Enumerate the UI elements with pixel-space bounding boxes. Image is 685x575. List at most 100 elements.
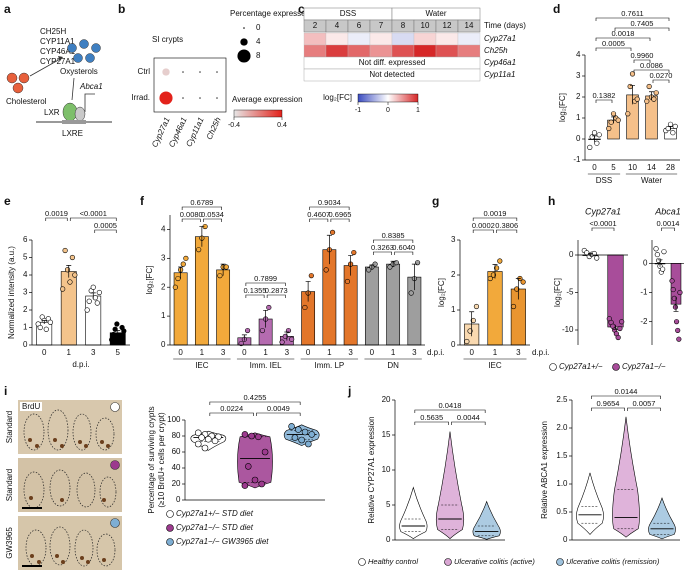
x-tick-label: 1 <box>200 348 205 357</box>
legend-label: Cyp27a1+/− <box>559 362 603 371</box>
significance-bracket <box>330 218 350 222</box>
data-point <box>180 261 186 267</box>
oxysterols-label: Oxysterols <box>60 67 98 76</box>
error-bar <box>390 260 396 267</box>
error-bar <box>348 255 354 276</box>
x-tick-label: 6 <box>357 21 362 30</box>
data-point <box>654 251 660 258</box>
data-point <box>110 331 117 338</box>
data-point <box>490 272 497 278</box>
data-point <box>64 267 71 273</box>
data-point <box>494 265 500 271</box>
data-point <box>351 249 357 256</box>
group-dot <box>110 460 120 470</box>
x-tick-label: 14 <box>465 21 474 30</box>
x-tick-label: 0 <box>42 348 47 357</box>
legend-label: Cyp27a1+/− STD diet <box>176 509 254 518</box>
data-point <box>84 307 90 313</box>
y-tick-label: -10 <box>562 325 574 334</box>
data-point <box>255 433 262 441</box>
y-tick-label: 1.0 <box>556 479 568 488</box>
y-axis-label: log₂[FC] <box>437 278 446 307</box>
data-point <box>596 132 602 138</box>
data-point <box>670 286 676 293</box>
p-value: 0.9034 <box>318 198 341 207</box>
group-label: DN <box>387 361 399 370</box>
group-label: DSS <box>596 176 612 185</box>
data-point <box>72 272 78 278</box>
p-value: 0.6965 <box>329 210 352 219</box>
significance-bracket <box>595 99 613 103</box>
p-value: 0.7405 <box>631 19 654 28</box>
y-tick-label: -2 <box>640 317 648 326</box>
colorbar-label: 0.4 <box>277 122 287 129</box>
y-axis-label: Normalized intensity (a.u.) <box>7 246 16 339</box>
violin <box>237 432 273 489</box>
group-label: Water <box>425 9 446 18</box>
data-point <box>670 130 676 136</box>
data-point <box>37 324 43 331</box>
data-point <box>665 125 671 132</box>
error-bar <box>673 296 679 312</box>
data-point <box>308 431 316 438</box>
significance-bracket <box>69 217 117 221</box>
data-point <box>117 335 123 341</box>
significance-bracket <box>496 229 518 233</box>
data-point <box>627 83 633 90</box>
y-tick-label: 1 <box>23 323 28 332</box>
p-value: 0.0080 <box>180 210 203 219</box>
y-tick-label: 3 <box>576 71 581 80</box>
cholesterol-label: Cholesterol <box>6 97 47 106</box>
data-point <box>114 321 120 327</box>
x-tick-label: 2 <box>313 21 318 30</box>
group-label: IEC <box>488 361 502 370</box>
data-point <box>261 448 269 456</box>
data-point <box>96 289 102 296</box>
data-point <box>673 319 680 325</box>
data-point <box>671 295 677 301</box>
data-point <box>661 249 667 255</box>
legend-marker <box>549 363 557 371</box>
legend-marker <box>444 558 452 566</box>
y-tick-label: 1 <box>576 113 581 122</box>
data-point <box>211 437 219 445</box>
y-tick-label: 15 <box>382 430 391 439</box>
stain-box <box>20 402 42 411</box>
legend-marker <box>166 524 174 532</box>
x-tick-label: 0 <box>242 348 247 357</box>
data-point <box>372 261 378 267</box>
data-point <box>241 431 249 438</box>
size-key-label: 0 <box>256 23 261 32</box>
significance-bracket <box>203 218 222 222</box>
heat-cell <box>325 44 349 58</box>
p-value: 0.9654 <box>597 399 620 408</box>
x-tick-label: 1 <box>391 348 396 357</box>
panel-label: b <box>118 2 125 16</box>
y-axis-label: log₂[FC] <box>558 93 567 122</box>
error-bar <box>263 309 269 328</box>
element-label: LXRE <box>62 129 83 138</box>
heat-cell <box>347 44 371 58</box>
x-tick-label: 1 <box>263 348 268 357</box>
dot <box>159 91 173 105</box>
significance-bracket <box>633 69 670 73</box>
y-tick-label: 20 <box>172 479 181 488</box>
x-tick-label: 7 <box>379 21 384 30</box>
heat-cell <box>303 44 327 58</box>
chart-title: Cyp27a1 <box>585 206 621 216</box>
legend-label: Ulcerative colitis (active) <box>454 557 535 566</box>
significance-bracket <box>245 282 286 286</box>
bar <box>386 263 401 346</box>
x-tick-label: 3 <box>516 348 521 357</box>
violin <box>612 416 640 538</box>
data-point <box>487 275 493 282</box>
group-dot <box>110 402 120 412</box>
time-cell <box>457 19 481 33</box>
data-point <box>619 319 625 325</box>
legend-label: Cyp27a1−/− GW3965 diet <box>176 537 269 546</box>
data-point <box>258 480 266 488</box>
data-point <box>223 264 229 270</box>
y-tick-label: 0 <box>643 258 648 267</box>
p-value: 0.0534 <box>201 210 224 219</box>
